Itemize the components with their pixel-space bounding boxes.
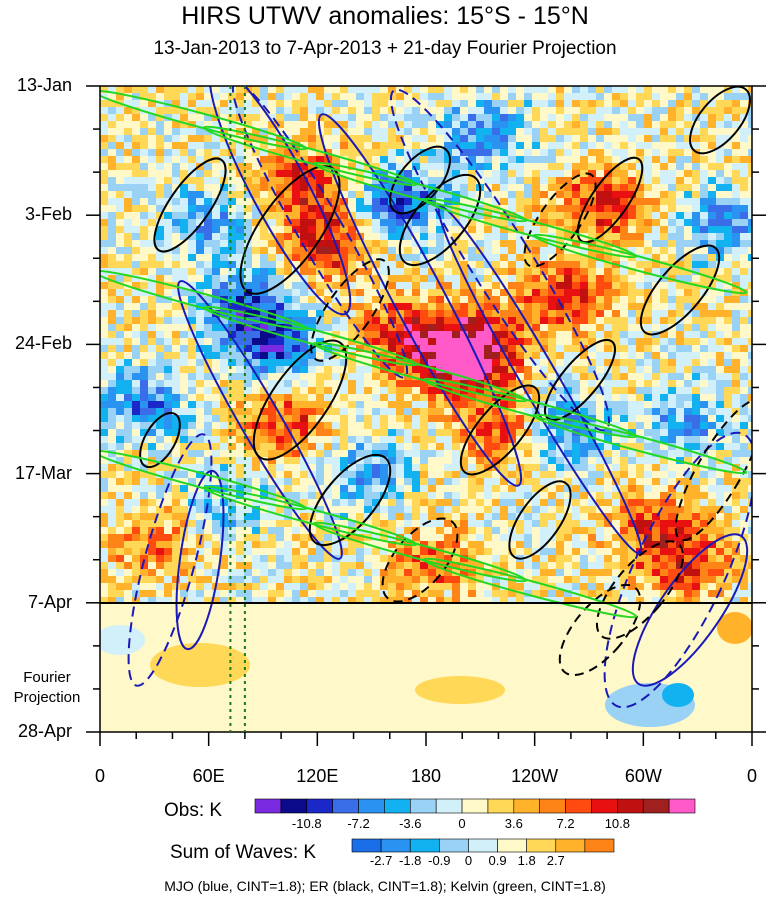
er-contour <box>639 244 721 336</box>
projection-field <box>100 603 752 732</box>
obs-colorbar-box <box>332 798 359 814</box>
er-contour <box>308 453 392 547</box>
er-contour <box>523 172 597 268</box>
waves-colorbar-box <box>526 838 557 853</box>
waves-colorbar-label: -0.9 <box>428 853 451 868</box>
er-contour <box>576 156 644 244</box>
waves-colorbar-box <box>380 838 411 853</box>
er-contour <box>544 338 616 422</box>
er-contour <box>252 339 348 461</box>
waves-colorbar-label: -2.7 <box>369 853 393 868</box>
waves-colorbar-title: Sum of Waves: K <box>170 842 317 863</box>
projection-warm-patch <box>150 643 250 687</box>
y-tick-label: 28-Apr <box>17 721 72 741</box>
er-contour <box>310 258 390 362</box>
y-tick-label: 3-Feb <box>24 204 72 225</box>
waves-colorbar-label: 0 <box>464 853 473 868</box>
er-contour <box>689 86 751 155</box>
kelvin-contour <box>532 233 748 295</box>
x-tick-label: 0 <box>746 766 757 786</box>
obs-colorbar-label: 10.8 <box>604 816 630 831</box>
obs-colorbar-label: -10.8 <box>291 816 322 831</box>
er-contour <box>153 157 227 253</box>
er-contour <box>389 145 451 215</box>
obs-colorbar-box <box>409 798 437 814</box>
waves-colorbar-box <box>468 838 498 853</box>
kelvin-contour <box>532 413 748 475</box>
projection-cool-patch <box>100 625 145 655</box>
waves-colorbar-label: 2.7 <box>546 853 565 868</box>
obs-colorbar-box <box>642 798 670 814</box>
y-tick-label: 24-Feb <box>14 333 72 354</box>
mjo-contour <box>127 433 213 687</box>
obs-colorbar-label: -7.2 <box>347 816 370 831</box>
projection-label: Fourier Projection <box>4 668 90 708</box>
waves-colorbar-box <box>439 838 469 853</box>
projection-warm-patch <box>717 612 752 644</box>
er-contour <box>398 173 482 267</box>
er-contour <box>674 398 752 542</box>
er-contour <box>139 411 181 469</box>
obs-colorbar-box <box>435 798 463 814</box>
x-tick-label: 180 <box>410 766 442 786</box>
obs-colorbar-label: 3.6 <box>504 816 523 831</box>
obs-colorbar-box <box>280 798 308 814</box>
mjo-contour <box>177 280 343 560</box>
er-contour <box>558 583 642 677</box>
obs-colorbar-label: 0 <box>458 816 466 831</box>
obs-colorbar-box <box>668 798 696 814</box>
x-tick-label: 120E <box>296 766 339 786</box>
obs-colorbar-box <box>306 798 333 814</box>
obs-colorbar-box <box>539 798 566 814</box>
mjo-contour <box>603 431 752 709</box>
chart-footer: MJO (blue, CINT=1.8); ER (black, CINT=1.… <box>164 878 606 894</box>
y-tick-label: 13-Jan <box>16 75 72 95</box>
mjo-contour <box>631 533 749 687</box>
x-tick-label: 120W <box>511 766 559 786</box>
er-contour <box>595 540 685 640</box>
waves-colorbar-box <box>584 838 615 853</box>
obs-colorbar-box <box>358 798 385 814</box>
obs-colorbar-box <box>487 798 515 814</box>
wave-contours <box>100 86 752 709</box>
waves-colorbar-box <box>351 838 382 853</box>
obs-colorbar-box <box>617 798 644 814</box>
waves-colorbar-box <box>555 838 586 853</box>
waves-colorbar-box <box>409 838 440 853</box>
mjo-contour <box>175 469 225 651</box>
obs-colorbar-label: -3.6 <box>399 816 422 831</box>
obs-colorbar-label: 7.2 <box>556 816 575 831</box>
plot-axes <box>86 85 766 746</box>
waves-colorbar-label: 0.9 <box>488 853 507 868</box>
x-tick-label: 60W <box>624 766 662 786</box>
chart-subtitle: 13-Jan-2013 to 7-Apr-2013 + 21-day Fouri… <box>153 38 617 59</box>
projection-label-line1: Fourier <box>23 669 71 686</box>
x-tick-label: 0 <box>94 766 105 786</box>
colorbars <box>254 798 696 853</box>
x-tick-label: 60E <box>192 766 225 786</box>
er-contour <box>508 480 572 560</box>
projection-warm-patch <box>415 676 505 704</box>
mjo-contour <box>317 113 523 487</box>
er-contour <box>459 384 541 476</box>
obs-colorbar-box <box>565 798 592 814</box>
projection-cool-core <box>662 683 694 707</box>
projection-label-line2: Projection <box>13 689 81 706</box>
y-tick-label: 17-Mar <box>14 462 72 483</box>
mjo-contour <box>231 86 409 379</box>
y-tick-label: 7-Apr <box>27 591 72 612</box>
mjo-contour <box>390 88 610 432</box>
obs-colorbar-box <box>384 798 411 814</box>
obs-colorbar-box <box>591 798 618 814</box>
obs-colorbar-title: Obs: K <box>164 800 223 821</box>
waves-colorbar-box <box>497 838 527 853</box>
chart-title: HIRS UTWV anomalies: 15°S - 15°N <box>181 2 589 30</box>
obs-colorbar-box <box>513 798 541 814</box>
waves-colorbar-label: -1.8 <box>399 853 422 868</box>
waves-colorbar-label: 1.8 <box>517 853 536 868</box>
kelvin-contour <box>422 557 638 619</box>
obs-colorbar-box <box>254 798 282 814</box>
obs-colorbar-box <box>461 798 489 814</box>
